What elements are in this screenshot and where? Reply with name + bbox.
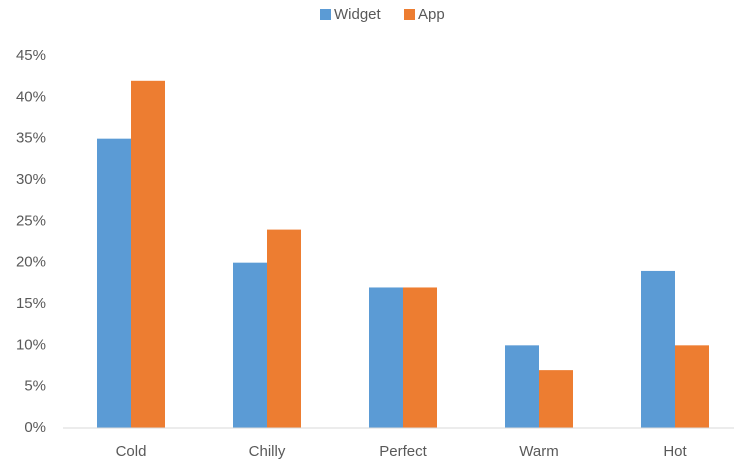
x-tick-label: Warm xyxy=(519,443,558,460)
y-tick-label: 30% xyxy=(16,171,46,188)
y-tick-label: 0% xyxy=(24,419,46,436)
y-tick-label: 35% xyxy=(16,130,46,147)
bar xyxy=(641,270,675,428)
y-tick-label: 10% xyxy=(16,336,46,353)
bar xyxy=(233,262,267,428)
legend-label: Widget xyxy=(334,6,382,23)
y-tick-label: 15% xyxy=(16,295,46,312)
bar xyxy=(131,80,165,429)
bar xyxy=(267,229,301,428)
bar xyxy=(369,287,403,428)
x-tick-label: Cold xyxy=(116,443,147,460)
y-tick-label: 5% xyxy=(24,378,46,395)
x-tick-label: Hot xyxy=(663,443,687,460)
y-tick-label: 45% xyxy=(16,47,46,64)
legend-swatch xyxy=(320,9,331,20)
bar xyxy=(403,287,437,428)
bar xyxy=(539,370,573,428)
legend-label: App xyxy=(418,6,445,23)
bar xyxy=(505,345,539,428)
x-tick-label: Chilly xyxy=(249,443,286,460)
y-tick-label: 20% xyxy=(16,254,46,271)
y-tick-label: 40% xyxy=(16,88,46,105)
legend-swatch xyxy=(404,9,415,20)
y-tick-label: 25% xyxy=(16,212,46,229)
x-tick-label: Perfect xyxy=(379,443,427,460)
bar xyxy=(97,138,131,428)
bar xyxy=(675,345,709,428)
